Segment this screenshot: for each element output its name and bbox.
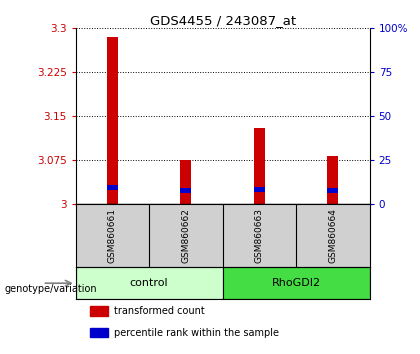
Text: control: control — [130, 278, 168, 288]
Bar — [90, 306, 108, 316]
Title: GDS4455 / 243087_at: GDS4455 / 243087_at — [150, 14, 296, 27]
Text: percentile rank within the sample: percentile rank within the sample — [114, 327, 279, 338]
Bar — [90, 328, 108, 337]
Bar — [327, 156, 339, 204]
Text: transformed count: transformed count — [114, 306, 205, 316]
Bar — [180, 160, 192, 204]
Bar — [254, 187, 265, 192]
Bar — [107, 37, 118, 204]
Text: GSM860664: GSM860664 — [328, 208, 337, 263]
Bar — [107, 185, 118, 190]
Text: GSM860661: GSM860661 — [108, 208, 117, 263]
Bar — [223, 267, 370, 299]
Bar — [254, 128, 265, 204]
Text: genotype/variation: genotype/variation — [4, 284, 97, 293]
Text: GSM860663: GSM860663 — [255, 208, 264, 263]
Bar — [327, 188, 339, 193]
Text: GSM860662: GSM860662 — [181, 208, 190, 263]
Bar — [76, 267, 223, 299]
Text: RhoGDI2: RhoGDI2 — [272, 278, 320, 288]
Bar — [180, 188, 192, 193]
